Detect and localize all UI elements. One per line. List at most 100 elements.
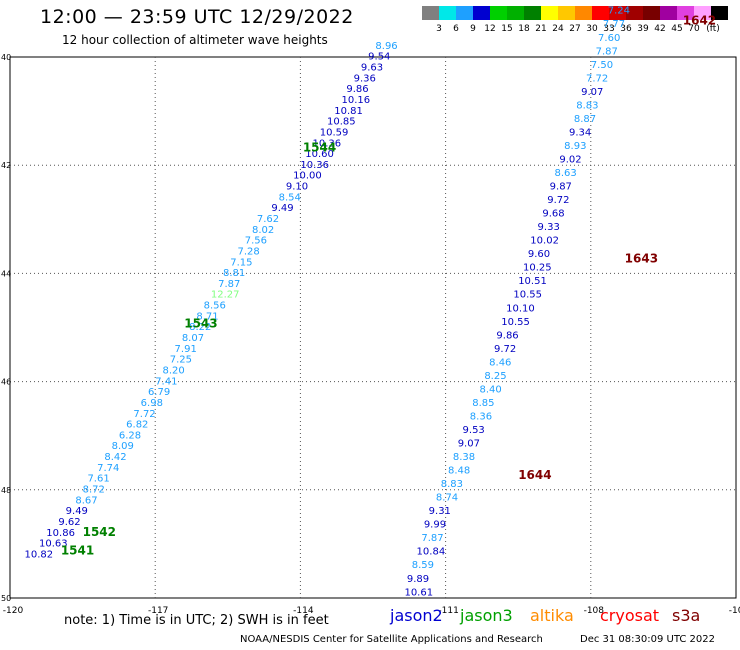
wave-height-value: 8.83 <box>441 479 463 490</box>
plot-frame <box>9 56 737 599</box>
wave-height-value: 7.41 <box>155 376 177 387</box>
generated-timestamp: Dec 31 08:30:09 UTC 2022 <box>580 634 715 645</box>
color-scale-label: 18 <box>518 24 530 34</box>
wave-height-value: 6.82 <box>126 420 148 431</box>
wave-height-value: 10.61 <box>404 587 433 598</box>
color-scale-swatch <box>694 6 711 20</box>
wave-height-value: 6.79 <box>148 387 170 398</box>
wave-height-value: 10.86 <box>46 528 75 539</box>
wave-height-value: 8.25 <box>484 371 506 382</box>
wave-height-value: 9.54 <box>368 52 390 63</box>
x-tick-label: -120 <box>3 606 24 616</box>
wave-height-value: 10.55 <box>513 290 542 301</box>
wave-height-value: 9.07 <box>581 87 603 98</box>
wave-height-value: 12.27 <box>211 290 240 301</box>
x-tick-label: -111 <box>438 606 458 616</box>
satellite-legend-entry: s3a <box>672 606 701 625</box>
wave-height-value: 9.02 <box>559 154 581 165</box>
wave-height-value: 8.83 <box>576 100 598 111</box>
track-number-label: 1542 <box>83 525 116 539</box>
color-scale-label: 39 <box>637 24 649 34</box>
footer-note: note: 1) Time is in UTC; 2) SWH is in fe… <box>64 613 329 628</box>
wave-height-value: 10.25 <box>523 263 552 274</box>
satellite-legend-entry: jason2 <box>390 606 443 625</box>
wave-height-value: 9.99 <box>424 520 446 531</box>
color-scale-swatch <box>677 6 694 20</box>
wave-height-value: 8.36 <box>470 411 492 422</box>
track-number-label: 1642 <box>683 14 716 28</box>
wave-height-value: 10.16 <box>342 95 371 106</box>
color-scale-swatch <box>711 6 728 20</box>
satellite-legend-entry: cryosat <box>600 606 660 625</box>
wave-height-value: 8.81 <box>223 268 245 279</box>
x-tick-label: -117 <box>148 606 168 616</box>
track-number-label: 1644 <box>518 468 551 482</box>
color-scale-label: 45 <box>671 24 683 34</box>
y-tick-label: 48 <box>1 486 11 495</box>
wave-height-value: 9.33 <box>538 222 560 233</box>
wave-height-value: 10.36 <box>300 160 329 171</box>
wave-height-value: 10.84 <box>417 547 446 558</box>
track-number-label: 1541 <box>61 544 94 558</box>
wave-height-value: 8.09 <box>112 441 134 452</box>
wave-height-value: 9.86 <box>346 84 368 95</box>
color-scale-swatch <box>558 6 575 20</box>
wave-height-value: 10.02 <box>530 236 559 247</box>
color-scale-label: 15 <box>501 24 513 34</box>
wave-height-value: 7.62 <box>257 214 279 225</box>
map-title: 12:00 — 23:59 UTC 12/29/2022 <box>40 6 354 28</box>
wave-height-value: 10.82 <box>25 549 54 560</box>
wave-height-value: 8.54 <box>279 192 301 203</box>
satellite-legend-entry: altika <box>530 606 574 625</box>
wave-height-value: 9.36 <box>354 73 376 84</box>
satellite-legend-entry: jason3 <box>460 606 513 625</box>
wave-height-value: 8.40 <box>479 384 501 395</box>
wave-height-value: 7.91 <box>175 344 197 355</box>
wave-height-value: 10.60 <box>305 149 334 160</box>
wave-height-value: 7.28 <box>237 246 259 257</box>
color-scale-swatch <box>660 6 677 20</box>
wave-height-value: 8.38 <box>453 452 475 463</box>
wave-height-value: 9.34 <box>569 127 591 138</box>
color-scale-label: 6 <box>453 24 459 34</box>
y-tick-label: 44 <box>1 269 11 278</box>
wave-height-value: 9.49 <box>66 506 88 517</box>
color-scale-label: 24 <box>552 24 564 34</box>
color-scale-swatch <box>575 6 592 20</box>
color-scale-label: 27 <box>569 24 581 34</box>
wave-height-value: 8.56 <box>204 301 226 312</box>
wave-height-value: 7.87 <box>596 46 618 57</box>
y-tick-label: 40 <box>1 53 11 62</box>
color-scale-swatch <box>473 6 490 20</box>
color-scale-label: 36 <box>620 24 632 34</box>
wave-height-value: 9.10 <box>286 182 308 193</box>
color-scale-swatch <box>490 6 507 20</box>
wave-height-value: 9.63 <box>361 63 383 74</box>
wave-height-points: 10.8210.6310.869.629.498.678.727.617.748… <box>25 6 630 599</box>
color-scale-unit: (ft) <box>706 24 720 34</box>
color-scale-swatch <box>609 6 626 20</box>
wave-height-value: 7.87 <box>421 533 443 544</box>
wave-height-value: 9.31 <box>429 506 451 517</box>
map-subtitle: 12 hour collection of altimeter wave hei… <box>62 33 328 47</box>
x-tick-label: -114 <box>293 606 314 616</box>
color-scale-label: 3 <box>436 24 442 34</box>
wave-height-value: 8.63 <box>555 168 577 179</box>
wave-height-value: 9.53 <box>463 425 485 436</box>
wave-height-value: 6.28 <box>119 430 141 441</box>
color-scale-label: 70 <box>688 24 700 34</box>
wave-height-value: 10.36 <box>313 138 342 149</box>
wave-height-value: 9.62 <box>58 517 80 528</box>
wave-height-value: 8.02 <box>252 225 274 236</box>
wave-height-value: 10.59 <box>320 127 349 138</box>
wave-height-value: 10.10 <box>506 303 535 314</box>
color-scale-swatch <box>541 6 558 20</box>
wave-height-value: 8.87 <box>574 114 596 125</box>
wave-height-value: 9.68 <box>542 209 564 220</box>
axis-ticks: -120 -117 -114 -111 -108 -105 40 42 44 46 48 50 <box>1 53 740 616</box>
track-number-label: 1643 <box>625 252 658 266</box>
wave-height-value: 8.42 <box>104 452 126 463</box>
wave-height-value: 9.49 <box>271 203 293 214</box>
wave-height-value: 10.00 <box>293 171 322 182</box>
